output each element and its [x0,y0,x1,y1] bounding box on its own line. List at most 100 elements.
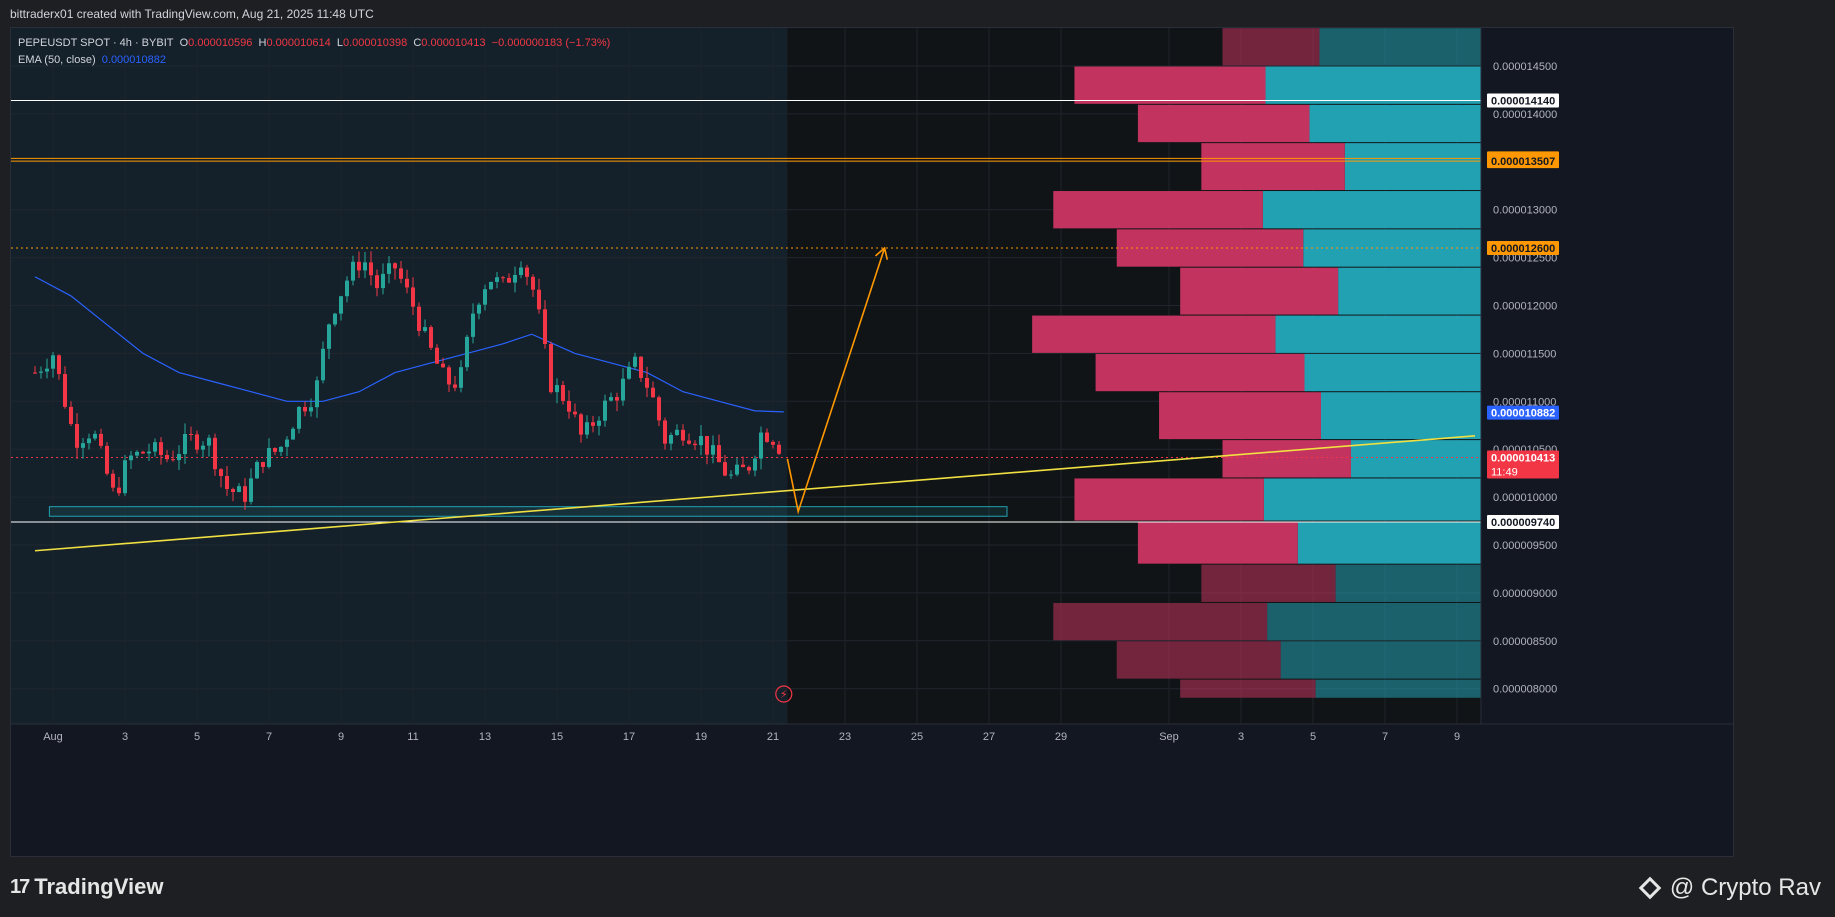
candle-body [741,464,745,468]
lightning-icon: ⚡ [780,688,788,701]
volume-profile-buy-bar [1338,267,1481,315]
candle-body [555,385,559,393]
author-watermark: @ Crypto Rav [1638,874,1821,902]
projection-arrowhead [874,246,889,260]
candle-body [507,277,511,283]
volume-profile-sell-bar [1222,28,1320,66]
candle-body [501,277,505,279]
candle-body [57,355,61,375]
candle-body [603,400,607,421]
candle-body [237,486,241,493]
candle-body [435,347,439,364]
price-label-text: 0.000009740 [1491,517,1555,529]
x-tick-label: 17 [623,731,635,743]
candle-body [105,445,109,474]
candle-body [201,445,205,450]
price-label-text: 0.000012600 [1491,243,1555,255]
candle-body [189,434,193,436]
x-tick-label: 7 [1382,731,1388,743]
chart-frame[interactable]: 0.000008000 0.000008500 0.000009000 0.00000… [10,27,1734,857]
candle-body [213,437,217,470]
candle-body [195,434,199,450]
y-tick-label: 0.000011500 [1493,348,1556,360]
candle-body [657,397,661,421]
low-label: L [336,37,343,49]
x-tick-label: 11 [407,731,418,743]
x-tick-label: Sep [1159,731,1179,743]
candle-body [477,304,481,314]
open-label: O [179,37,189,49]
tradingview-brand[interactable]: 17 TradingView [10,874,163,900]
candle-body [165,455,169,460]
candle-body [207,437,211,446]
ema-line [34,276,784,413]
candle-body [177,454,181,461]
candle-body [93,433,97,439]
price-label-text: 0.000010882 [1491,408,1555,420]
candle-body [651,387,655,398]
candle-body [69,406,73,424]
volume-profile-sell-bar [1116,641,1281,679]
candle-body [597,420,601,426]
ema-label: EMA (50, close) [18,54,96,66]
candle-body [51,355,55,369]
candle-body [321,348,325,381]
volume-profile-buy-bar [1280,641,1481,679]
symbol-label[interactable]: PEPEUSDT SPOT · 4h · BYBIT [18,37,174,49]
candle-body [393,263,397,269]
candle-body [285,439,289,447]
candle-body [99,433,103,446]
y-tick-label: 0.000013000 [1493,205,1557,217]
x-tick-label: 21 [767,731,779,743]
ema-row[interactable]: EMA (50, close) 0.000010882 [18,52,610,69]
x-tick-label: 13 [479,731,491,743]
candle-body [549,344,553,393]
y-tick-label: 0.000008000 [1493,684,1557,696]
candle-body [231,489,235,493]
y-tick-label: 0.000012500 [1493,253,1557,265]
change-value: −0.000000183 (−1.73%) [491,37,611,49]
candle-body [471,313,475,337]
candle-body [423,327,427,331]
candle-body [363,262,367,271]
candle-body [735,464,739,475]
candle-body [681,429,685,441]
price-chart[interactable]: 0.000008000 0.000008500 0.000009000 0.00000… [11,28,1733,856]
candle-body [345,280,349,297]
x-tick-label: 9 [338,731,344,743]
candles-group [33,251,781,510]
candle-body [519,267,523,276]
candle-body [219,469,223,476]
x-tick-label: 9 [1454,731,1460,743]
candle-body [561,385,565,401]
candle-body [675,429,679,435]
candle-body [453,384,457,388]
candle-body [387,263,391,274]
candle-body [633,356,637,367]
candle-body [339,296,343,314]
candle-body [291,428,295,440]
candle-body [567,400,571,412]
candle-body [687,440,691,444]
candle-body [585,422,589,435]
high-label: H [258,37,267,49]
candle-body [663,420,667,444]
volume-profile-sell-bar [1032,315,1276,353]
price-label-tag [1487,405,1559,420]
watermark-text: @ Crypto Rav [1669,874,1821,901]
y-tick-label: 0.000011000 [1493,396,1556,408]
volume-profile-buy-bar [1319,28,1481,66]
price-label-tag [1487,450,1559,479]
volume-profile-sell-bar [1180,267,1339,315]
candle-body [381,273,385,289]
candle-body [249,478,253,502]
candle-body [141,451,145,454]
price-label-tag [1487,154,1559,169]
candle-body [513,275,517,283]
candle-body [45,368,49,372]
candle-body [483,289,487,305]
open-value: 0.000010596 [188,37,253,49]
candle-body [693,443,697,446]
candle-body [405,278,409,288]
candle-body [441,363,445,368]
